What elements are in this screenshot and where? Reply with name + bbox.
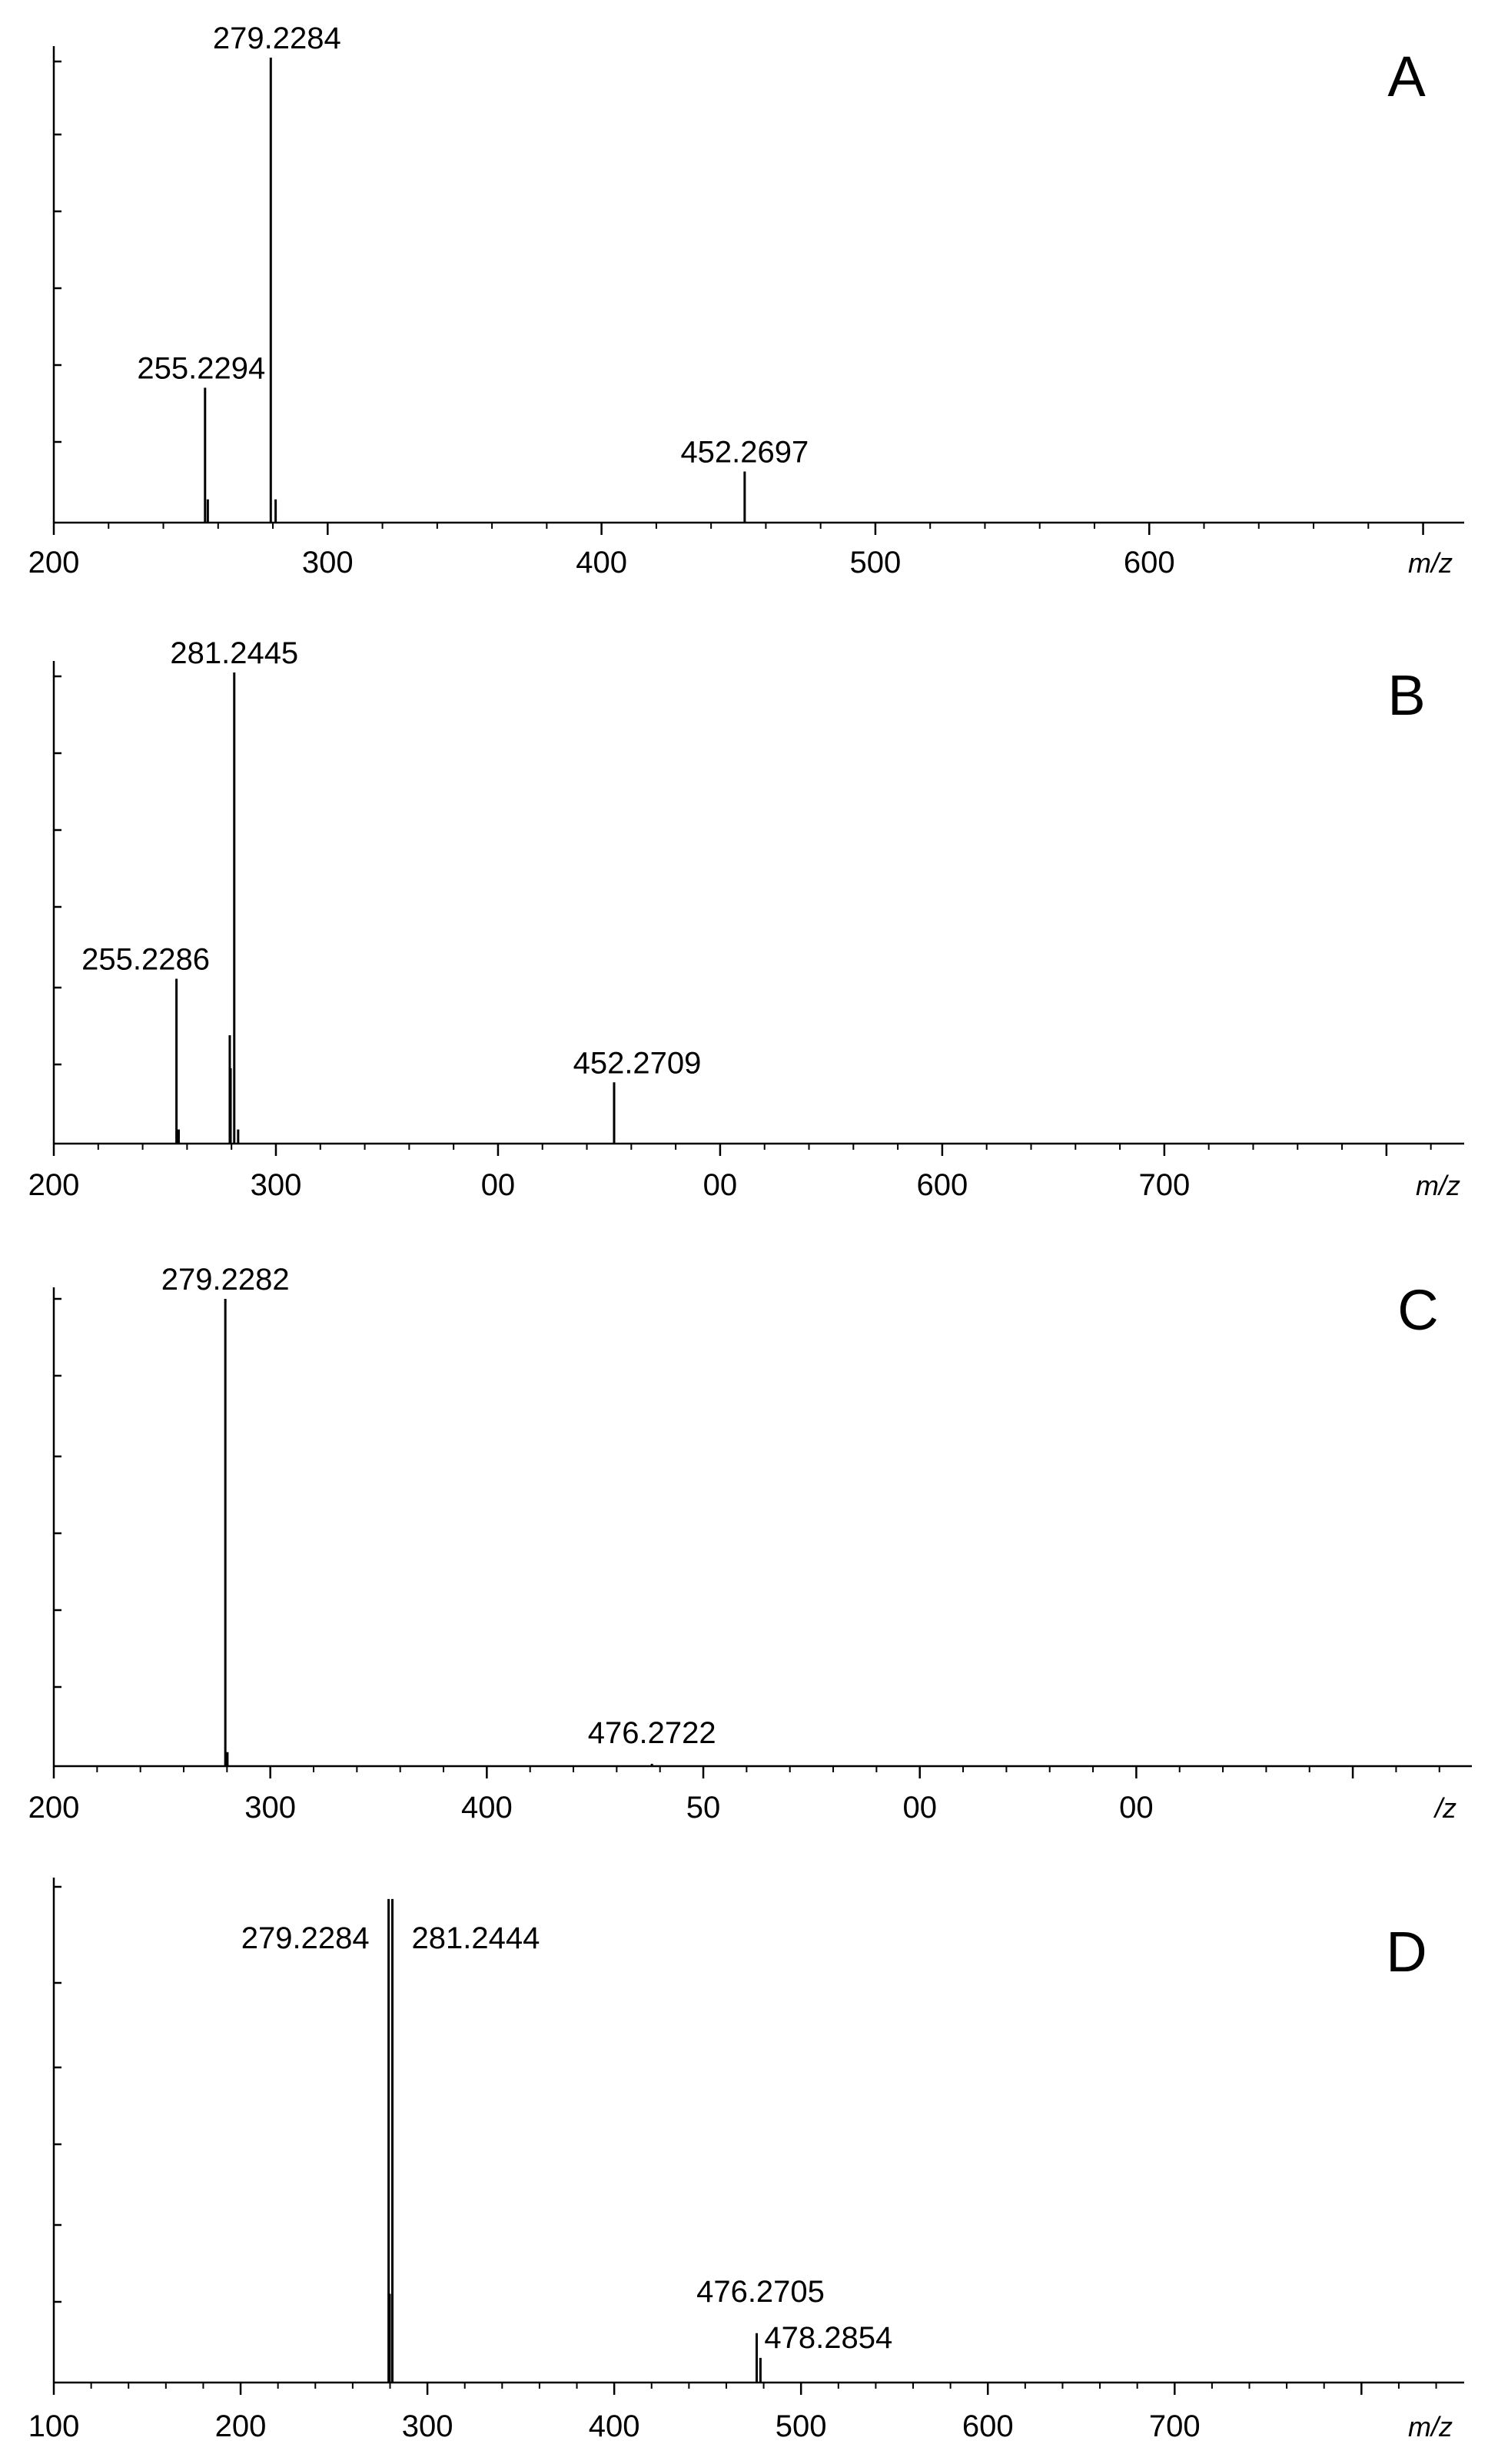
- spectrum-panel-c: 200 300 400 50 00 00/z C 279.2282 476.2722: [28, 1263, 1472, 1825]
- x-tick-label: 00: [481, 1168, 516, 1202]
- peak-label: 452.2709: [573, 1046, 702, 1080]
- peak-label: 255.2286: [81, 942, 210, 976]
- panel-label: D: [1386, 1920, 1427, 1984]
- peak-label: 478.2854: [764, 2321, 892, 2355]
- x-tick-label: 700: [1139, 1168, 1191, 1202]
- x-tick-label: 400: [576, 546, 627, 579]
- spectrum-panel-a: 200 300 400 500 600 m/z A 255.2294 279.2284 452.2…: [28, 22, 1464, 579]
- x-tick-label: 100: [28, 2409, 80, 2443]
- panel-label: B: [1387, 663, 1425, 727]
- x-tick-label: 600: [962, 2409, 1014, 2443]
- peak-label: 279.2284: [241, 1921, 370, 1955]
- x-tick-label: 600: [917, 1168, 968, 1202]
- spectrum-panel-d: 100 200 300 400 500 600 700 m/z D 279.2284 281.244…: [28, 1878, 1464, 2443]
- x-tick-label: 300: [251, 1168, 302, 1202]
- x-tick-label: 600: [1124, 546, 1175, 579]
- x-tick-label: 00: [1119, 1791, 1154, 1825]
- x-axis-label: m/z: [1408, 2411, 1453, 2442]
- peak-label: 281.2445: [170, 636, 298, 670]
- x-tick-label: 700: [1149, 2409, 1201, 2443]
- x-axis-label: /z: [1433, 1792, 1456, 1824]
- x-tick-label: 200: [28, 546, 80, 579]
- x-tick-label: 200: [28, 1168, 80, 1202]
- x-tick-label: 50: [686, 1791, 721, 1825]
- x-tick-label: 300: [402, 2409, 453, 2443]
- x-tick-label: 400: [461, 1791, 513, 1825]
- x-tick-label: 400: [589, 2409, 640, 2443]
- x-tick-label: 200: [215, 2409, 267, 2443]
- panel-label: C: [1397, 1278, 1438, 1342]
- x-tick-label: 300: [302, 546, 354, 579]
- x-tick-label: 00: [703, 1168, 738, 1202]
- x-axis-label: m/z: [1408, 547, 1453, 579]
- peak-label: 452.2697: [680, 435, 809, 469]
- x-tick-label: 500: [776, 2409, 827, 2443]
- x-tick-label: 500: [850, 546, 902, 579]
- x-tick-label: 300: [244, 1791, 296, 1825]
- peak-label: 476.2722: [588, 1716, 716, 1750]
- peak-label: 281.2444: [412, 1921, 540, 1955]
- peak-label: 255.2294: [137, 352, 265, 386]
- x-tick-label: 200: [28, 1791, 80, 1825]
- x-axis-label: m/z: [1416, 1170, 1460, 1201]
- peak-label: 476.2705: [696, 2275, 825, 2309]
- peak-label: 279.2282: [161, 1263, 290, 1297]
- peak-label: 279.2284: [213, 22, 341, 55]
- panel-label: A: [1387, 45, 1426, 108]
- spectrum-panel-b: 200 300 00 00 600 700 m/z B 255.2286 281.2445 452.…: [28, 636, 1464, 1202]
- x-tick-label: 00: [902, 1791, 937, 1825]
